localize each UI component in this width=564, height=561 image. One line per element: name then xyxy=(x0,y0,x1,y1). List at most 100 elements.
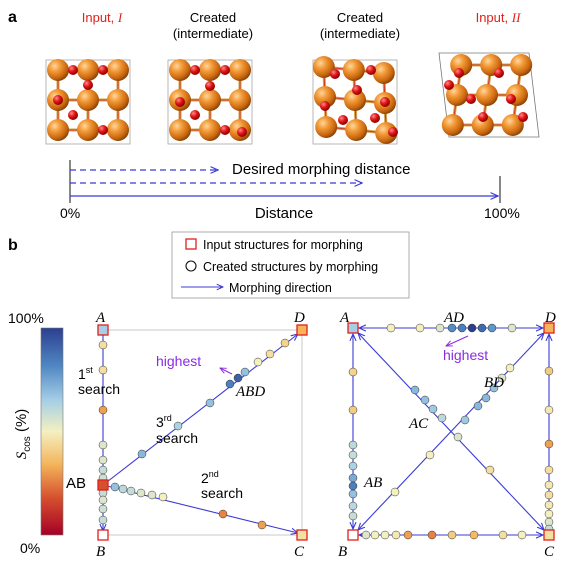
right-AB-label: AB xyxy=(363,475,382,491)
caption-input-2-text: Input, xyxy=(476,10,512,25)
o-atom xyxy=(380,97,390,107)
dot-ab-to-c xyxy=(258,521,266,529)
o-atom xyxy=(53,95,63,105)
dot-a-c xyxy=(421,396,429,404)
dot-a-d xyxy=(508,324,516,332)
o-atom xyxy=(454,68,464,78)
left-vertex-B: B xyxy=(96,544,105,560)
dot-b-c xyxy=(392,531,400,539)
input-square-A xyxy=(98,325,108,335)
o-atom xyxy=(237,127,247,137)
o-atom xyxy=(68,65,78,75)
caption-input-2: Input, II xyxy=(476,10,521,25)
left-plot-dots xyxy=(98,325,307,540)
label-third-search-word: search xyxy=(156,430,198,446)
o-atom xyxy=(370,113,380,123)
dot-ab-to-c xyxy=(159,493,167,501)
legend-item-created: Created structures by morphing xyxy=(203,260,378,274)
dot-a-b xyxy=(349,512,357,520)
label-first-num: 1 xyxy=(78,366,86,382)
o-atom xyxy=(366,65,376,75)
input-square-B xyxy=(98,530,108,540)
dot-a-d xyxy=(416,324,424,332)
legend-item-direction: Morphing direction xyxy=(229,281,332,295)
cu-atom xyxy=(345,119,367,141)
dot-ab-to-c xyxy=(219,510,227,518)
o-atom xyxy=(506,94,516,104)
caption-created-1-line2: (intermediate) xyxy=(173,26,253,41)
input-square-C xyxy=(297,530,307,540)
dot-a-b xyxy=(349,474,357,482)
cu-atom xyxy=(199,59,221,81)
dot-a-b xyxy=(349,502,357,510)
dot-a-d xyxy=(478,324,486,332)
dot-a-to-b xyxy=(99,516,107,524)
dot-a-to-b xyxy=(99,441,107,449)
dot-ab-to-c xyxy=(119,485,127,493)
right-vertex-D: D xyxy=(544,310,556,326)
dot-b-d xyxy=(426,451,434,459)
label-second-num: 2 xyxy=(201,470,209,486)
o-atom xyxy=(478,112,488,122)
o-atom xyxy=(466,94,476,104)
o-atom xyxy=(190,110,200,120)
o-atom xyxy=(98,65,108,75)
dot-a-c xyxy=(438,414,446,422)
dot-ab-to-d xyxy=(226,380,234,388)
dot-d-c xyxy=(545,491,553,499)
dot-d-c xyxy=(545,367,553,375)
caption-input-1-roman: I xyxy=(117,10,123,25)
distance-end-label: 100% xyxy=(484,205,520,221)
right-plot: A B C D AD highest BD AC AB xyxy=(338,310,556,560)
panel-b: b Input structures for morphing Created … xyxy=(8,232,556,560)
dot-b-d xyxy=(391,488,399,496)
dot-a-b xyxy=(349,462,357,470)
dot-b-c xyxy=(518,531,526,539)
panel-a-label: a xyxy=(8,9,17,26)
dot-ab-to-d xyxy=(234,374,242,382)
dot-ab-to-c xyxy=(127,487,135,495)
right-highest-label: highest xyxy=(443,347,488,363)
cu-atom xyxy=(107,59,129,81)
right-vertex-C: C xyxy=(544,544,555,560)
dot-b-c xyxy=(499,531,507,539)
caption-created-2-line1: Created xyxy=(337,10,383,25)
cu-atom xyxy=(169,59,191,81)
dot-a-b xyxy=(349,441,357,449)
dot-b-d xyxy=(461,416,469,424)
panel-a: a Input, I Created (intermediate) Create… xyxy=(8,9,539,222)
left-vertex-D: D xyxy=(293,310,305,326)
cu-atom xyxy=(229,59,251,81)
cu-atom xyxy=(476,84,498,106)
o-atom xyxy=(83,80,93,90)
o-atom xyxy=(388,127,398,137)
dot-d-c xyxy=(545,510,553,518)
dot-d-c xyxy=(545,501,553,509)
dot-ab-to-d xyxy=(206,399,214,407)
dot-a-d xyxy=(488,324,496,332)
o-atom xyxy=(175,97,185,107)
dot-a-to-b xyxy=(99,341,107,349)
cu-atom xyxy=(77,119,99,141)
left-ABD-label: ABD xyxy=(235,384,265,400)
dot-a-d xyxy=(468,324,476,332)
dot-ab-to-d xyxy=(281,339,289,347)
o-atom xyxy=(220,65,230,75)
o-atom xyxy=(190,65,200,75)
dot-a-b xyxy=(349,451,357,459)
colorbar-axis-unit: (%) xyxy=(13,409,30,437)
o-atom xyxy=(205,81,215,91)
colorbar-top-label: 100% xyxy=(8,310,44,326)
o-atom xyxy=(352,85,362,95)
colorbar xyxy=(41,328,63,535)
dot-b-c xyxy=(428,531,436,539)
cu-atom xyxy=(47,59,69,81)
dot-b-c xyxy=(362,531,370,539)
label-third-sup: rd xyxy=(164,413,172,423)
input-square-C xyxy=(544,530,554,540)
dot-b-c xyxy=(404,531,412,539)
cu-atom xyxy=(77,59,99,81)
caption-input-1: Input, I xyxy=(82,10,123,25)
dot-a-to-b xyxy=(99,366,107,374)
